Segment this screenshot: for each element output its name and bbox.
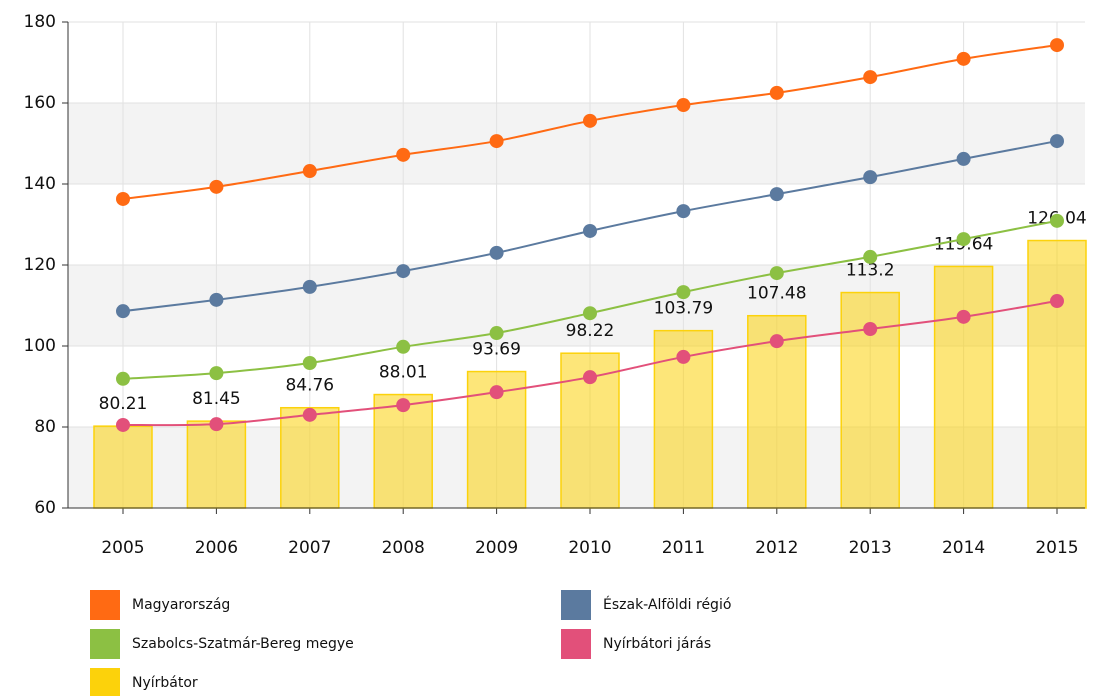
point — [116, 304, 130, 319]
bar — [373, 393, 433, 509]
bar-value-label: 93.69 — [472, 340, 521, 360]
point — [583, 306, 597, 321]
legend-swatch — [561, 590, 591, 620]
point — [676, 285, 691, 300]
bar-value-label: 81.45 — [192, 389, 241, 409]
point — [302, 407, 317, 422]
point — [769, 266, 784, 281]
point — [1050, 294, 1064, 309]
point — [583, 113, 597, 128]
x-tick-label: 2009 — [475, 538, 518, 558]
y-tick-label: 100 — [24, 336, 56, 356]
bar-value-label: 88.01 — [379, 363, 428, 383]
point — [956, 232, 971, 247]
point — [489, 134, 504, 149]
grid-band — [68, 103, 1085, 184]
point — [583, 223, 597, 238]
point — [396, 339, 411, 354]
y-tick-label: 180 — [24, 12, 56, 32]
bar — [93, 425, 153, 509]
x-tick-label: 2011 — [662, 538, 705, 558]
legend-swatch — [561, 629, 591, 659]
x-tick-label: 2014 — [942, 538, 985, 558]
bar-value-label: 103.79 — [654, 299, 713, 319]
point — [302, 164, 317, 179]
bar-value-label: 113.2 — [846, 261, 895, 281]
point — [1050, 38, 1064, 53]
y-tick-label: 120 — [24, 255, 56, 275]
grid-band — [68, 265, 1085, 346]
x-tick-label: 2006 — [195, 538, 238, 558]
bar-value-label: 98.22 — [566, 321, 615, 341]
legend-label: Észak-Alföldi régió — [603, 596, 731, 613]
bar — [186, 420, 247, 509]
point — [116, 191, 130, 206]
y-tick-label: 160 — [24, 93, 56, 113]
point — [956, 151, 971, 166]
bar — [1027, 239, 1087, 509]
y-tick-label: 60 — [34, 498, 56, 518]
point — [489, 326, 504, 341]
point — [489, 385, 504, 400]
legend-swatch — [90, 590, 120, 620]
bar-value-label: 84.76 — [285, 376, 334, 396]
point — [209, 417, 224, 432]
point — [863, 70, 878, 85]
point — [956, 309, 971, 324]
point — [676, 349, 691, 364]
point — [1050, 134, 1064, 149]
legend-swatch — [90, 668, 120, 696]
point — [116, 417, 130, 432]
point — [209, 179, 224, 194]
legend-label: Magyarország — [132, 597, 230, 613]
bar-value-label: 80.21 — [99, 394, 148, 414]
legend-label: Nyírbátori járás — [603, 636, 711, 652]
point — [209, 292, 224, 307]
x-tick-label: 2015 — [1035, 538, 1078, 558]
x-tick-label: 2007 — [288, 538, 331, 558]
point — [676, 204, 691, 219]
bar-value-label: 107.48 — [747, 284, 806, 304]
point — [769, 85, 784, 100]
x-tick-label: 2013 — [849, 538, 892, 558]
x-tick-label: 2012 — [755, 538, 798, 558]
point — [396, 398, 411, 413]
bar — [280, 406, 340, 509]
x-tick-label: 2005 — [101, 538, 144, 558]
point — [1050, 213, 1064, 228]
point — [956, 51, 971, 66]
y-tick-label: 140 — [24, 174, 56, 194]
point — [863, 249, 878, 264]
point — [116, 371, 130, 386]
point — [489, 245, 504, 260]
point — [863, 321, 878, 336]
point — [863, 170, 878, 185]
point — [396, 264, 411, 279]
bar — [933, 265, 994, 509]
point — [302, 356, 317, 371]
point — [302, 279, 317, 294]
point — [769, 187, 784, 202]
x-tick-label: 2008 — [382, 538, 425, 558]
point — [769, 334, 784, 349]
legend-label: Nyírbátor — [132, 675, 198, 691]
point — [396, 147, 411, 162]
x-tick-label: 2010 — [568, 538, 611, 558]
point — [209, 366, 224, 381]
y-tick-label: 80 — [34, 417, 56, 437]
legend-label: Szabolcs-Szatmár-Bereg megye — [132, 636, 354, 652]
point — [583, 370, 597, 385]
point — [676, 98, 691, 113]
legend-swatch — [90, 629, 120, 659]
